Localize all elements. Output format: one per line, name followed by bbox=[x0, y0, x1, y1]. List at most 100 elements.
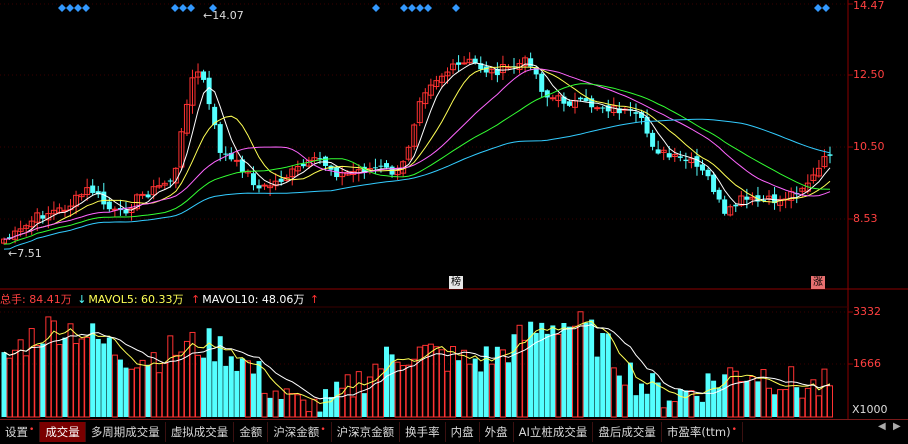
tab-prev-button[interactable]: ◀ bbox=[878, 421, 886, 432]
volume-bar-up bbox=[466, 363, 473, 418]
volume-bar-up bbox=[461, 349, 468, 418]
volume-bar-up bbox=[84, 336, 91, 418]
candle-body-down bbox=[561, 96, 567, 104]
candle-body-down bbox=[278, 178, 284, 182]
candle-body-down bbox=[456, 62, 462, 65]
zhang-badge[interactable]: 涨 bbox=[811, 276, 825, 289]
tab-7[interactable]: 换手率 bbox=[400, 422, 446, 442]
candle-body-up bbox=[34, 212, 41, 223]
candle-body-up bbox=[267, 185, 274, 189]
candle-body-up bbox=[671, 153, 678, 158]
signal-diamond bbox=[187, 4, 195, 12]
bang-badge[interactable]: 榜 bbox=[449, 276, 463, 289]
volume-bar-up bbox=[782, 389, 789, 418]
price-label-1050: 10.50 bbox=[853, 140, 885, 153]
volume-bar-up bbox=[111, 354, 118, 418]
candle-body-down bbox=[317, 158, 323, 160]
volume-bar-up bbox=[139, 359, 146, 418]
volume-bar-up bbox=[766, 387, 773, 418]
candle-body-up bbox=[815, 167, 822, 177]
volume-bar-down bbox=[123, 367, 129, 417]
candle-body-down bbox=[528, 58, 534, 67]
tab-9[interactable]: 外盘 bbox=[480, 422, 514, 442]
candle-body-up bbox=[549, 97, 556, 100]
volume-bar-down bbox=[478, 371, 484, 417]
candle-body-up bbox=[766, 195, 773, 200]
volume-bar-up bbox=[45, 316, 52, 418]
volume-bar-up bbox=[28, 328, 35, 418]
volume-bar-down bbox=[511, 334, 517, 417]
volume-bar-up bbox=[372, 363, 379, 418]
candle-body-up bbox=[660, 149, 667, 153]
volume-bar-down bbox=[95, 338, 101, 417]
candle-body-up bbox=[156, 185, 163, 188]
candle-body-down bbox=[90, 185, 96, 193]
volume-label-3332: 3332 bbox=[853, 305, 881, 318]
volume-bar-down bbox=[334, 381, 340, 417]
total-volume-label: 总手: 84.41万 bbox=[0, 293, 72, 306]
volume-bar-up bbox=[195, 354, 202, 418]
tab-8[interactable]: 内盘 bbox=[446, 422, 480, 442]
volume-bar-down bbox=[328, 396, 334, 417]
candle-body-up bbox=[594, 107, 601, 110]
tab-next-button[interactable]: ▶ bbox=[893, 421, 901, 432]
candle-body-up bbox=[178, 131, 185, 168]
candle-body-down bbox=[300, 163, 306, 167]
volume-bar-down bbox=[561, 323, 567, 417]
volume-bar-down bbox=[616, 375, 622, 417]
tab-10[interactable]: AI立桩成交量 bbox=[514, 422, 594, 442]
volume-bar-up bbox=[688, 390, 695, 418]
candle-body-up bbox=[411, 124, 418, 147]
volume-bar-up bbox=[12, 349, 19, 418]
volume-bar-down bbox=[62, 337, 68, 417]
volume-bar-up bbox=[522, 339, 529, 418]
candle-body-up bbox=[128, 207, 135, 213]
candle-body-down bbox=[323, 156, 329, 166]
candle-body-down bbox=[639, 112, 645, 119]
volume-bar-down bbox=[250, 373, 256, 417]
volume-bar-down bbox=[566, 326, 572, 417]
candle-body-up bbox=[28, 220, 35, 228]
candle-body-down bbox=[256, 185, 262, 189]
volume-bar-up bbox=[671, 401, 678, 418]
volume-bar-up bbox=[732, 370, 739, 418]
volume-bar-down bbox=[666, 400, 672, 417]
volume-bar-up bbox=[422, 344, 429, 418]
candle-body-down bbox=[372, 167, 378, 169]
volume-bar-down bbox=[644, 393, 650, 417]
volume-bar-up bbox=[17, 339, 24, 418]
candle-body-down bbox=[145, 194, 151, 198]
tab-5[interactable]: 沪深金额• bbox=[268, 422, 332, 442]
tab-2[interactable]: 多周期成交量 bbox=[86, 422, 166, 442]
volume-bar-up bbox=[56, 344, 63, 418]
candle-body-up bbox=[777, 198, 784, 206]
tab-1[interactable]: 成交量 bbox=[40, 422, 86, 442]
candle-body-down bbox=[212, 106, 218, 126]
tab-4[interactable]: 金额 bbox=[234, 422, 269, 442]
candle-body-down bbox=[633, 112, 639, 114]
candle-body-up bbox=[499, 63, 506, 74]
candle-body-up bbox=[749, 196, 756, 200]
tab-3[interactable]: 虚拟成交量 bbox=[166, 422, 235, 442]
volume-bar-down bbox=[694, 395, 700, 417]
mavol5-label: ↓ MAVOL5: 60.33万 bbox=[77, 293, 184, 306]
tab-12[interactable]: 市盈率(ttm)• bbox=[662, 422, 743, 442]
volume-bar-up bbox=[339, 387, 346, 418]
tab-6[interactable]: 沪深京金额 bbox=[332, 422, 401, 442]
candle-body-down bbox=[711, 174, 717, 192]
candle-body-up bbox=[78, 194, 85, 198]
volume-bar-down bbox=[256, 361, 262, 417]
tab-0[interactable]: 设置• bbox=[0, 422, 41, 442]
candle-body-down bbox=[228, 152, 234, 160]
candle-body-up bbox=[799, 187, 806, 192]
volume-bar-up bbox=[821, 368, 828, 418]
candle-body-down bbox=[655, 149, 661, 154]
candle-body-up bbox=[821, 156, 828, 168]
volume-bar-up bbox=[50, 320, 57, 418]
candle-body-down bbox=[378, 165, 384, 167]
tab-11[interactable]: 盘后成交量 bbox=[593, 422, 662, 442]
candle-body-down bbox=[650, 132, 656, 147]
volume-bar-up bbox=[799, 397, 806, 418]
candle-body-down bbox=[478, 63, 484, 70]
